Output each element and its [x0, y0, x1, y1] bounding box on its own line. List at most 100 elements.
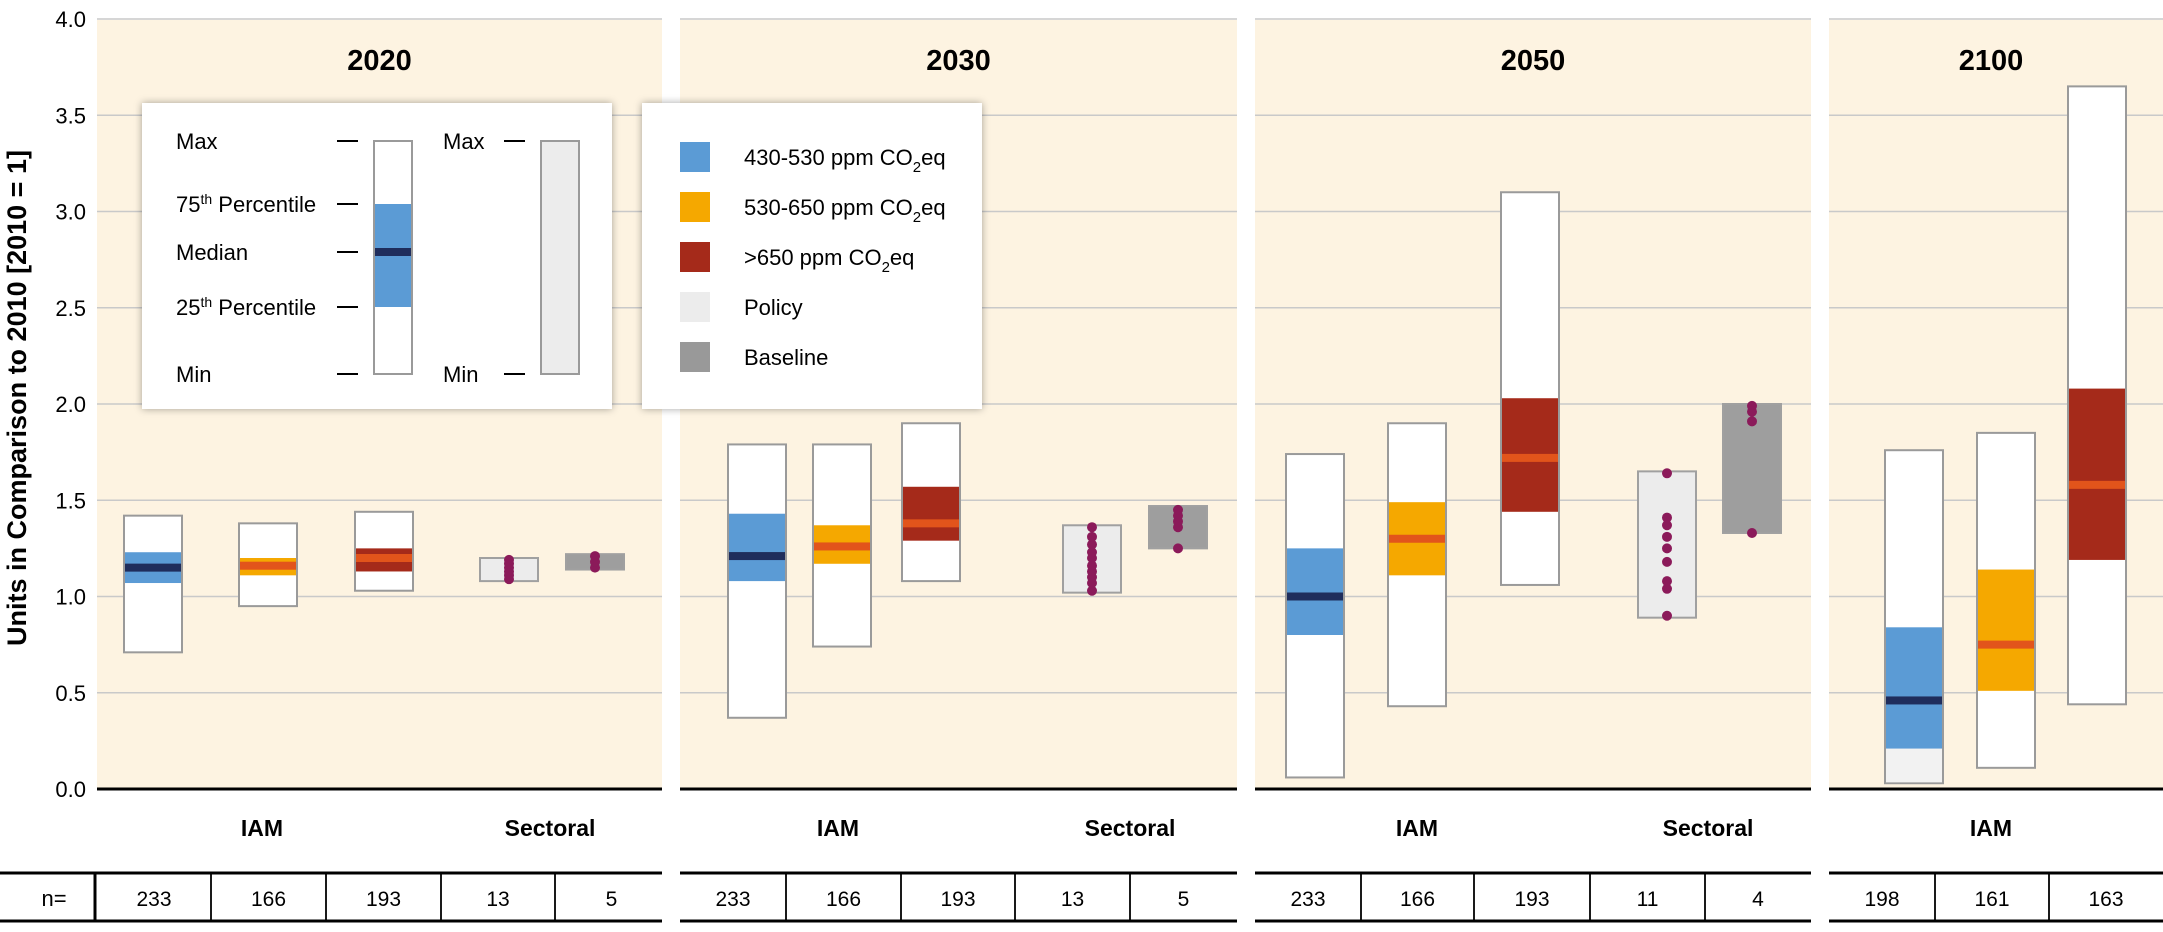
y-tick-label: 3.5: [55, 103, 86, 128]
n-count: 166: [826, 888, 861, 911]
sectoral-data-point: [1087, 585, 1097, 596]
iam-median-line: [729, 552, 785, 561]
legend-label: Policy: [744, 295, 803, 320]
iam-median-line: [356, 554, 412, 562]
iam-median-line: [2069, 480, 2125, 489]
iam-median-line: [1886, 696, 1942, 705]
n-count: 4: [1752, 888, 1764, 911]
y-tick-label: 2.5: [55, 296, 86, 321]
legend-series: 430-530 ppm CO2eq 530-650 ppm CO2eq >650 p…: [642, 103, 982, 409]
sectoral-data-point: [1662, 543, 1672, 554]
iam-median-line: [125, 563, 181, 572]
n-table: 198 161 163: [1829, 871, 2163, 923]
n-count: 161: [1974, 888, 2009, 911]
n-count: 198: [1864, 888, 1899, 911]
key-label-min: Min: [176, 362, 211, 387]
n-label: n=: [41, 886, 66, 911]
sectoral-data-point: [504, 554, 514, 565]
group-label: IAM: [1970, 815, 2012, 841]
panel-title: 2030: [926, 45, 991, 77]
iam-iqr-box: [1886, 627, 1942, 749]
sectoral-data-point: [1747, 527, 1757, 538]
iam-range-box: [123, 514, 183, 654]
iam-median-line: [1287, 592, 1343, 601]
y-tick-label: 1.5: [55, 488, 86, 513]
n-count: 13: [486, 888, 509, 911]
key-label-median: Median: [176, 240, 248, 265]
sectoral-data-point: [1662, 468, 1672, 479]
legend-swatch: [680, 192, 710, 222]
sectoral-data-point: [1747, 400, 1757, 411]
key-label-75th: 75th Percentile: [176, 191, 316, 217]
iam-iqr-box: [2069, 388, 2125, 560]
iam-iqr-box: [903, 486, 959, 541]
legend-swatch: [680, 342, 710, 372]
legend-label: Baseline: [744, 345, 828, 370]
legend-label: 430-530 ppm CO2eq: [744, 145, 946, 176]
n-count: 233: [136, 888, 171, 911]
group-label: Sectoral: [1085, 815, 1176, 841]
iam-iqr-box: [729, 513, 785, 582]
group-label: IAM: [1396, 815, 1438, 841]
sectoral-data-point: [1662, 583, 1672, 594]
sectoral-data-point: [1662, 610, 1672, 621]
key-label-min-sectoral: Min: [443, 362, 478, 387]
sectoral-data-point: [1662, 556, 1672, 567]
iam-median-line: [1389, 534, 1445, 543]
n-count: 193: [366, 888, 401, 911]
n-count: 163: [2088, 888, 2123, 911]
y-axis: 0.0 0.5 1.0 1.5 2.0 2.5 3.0 3.5 4.0: [55, 7, 86, 802]
n-table: 233 166 193 13 5: [97, 871, 662, 923]
sectoral-data-point: [1662, 531, 1672, 542]
y-tick-label: 3.0: [55, 200, 86, 225]
n-count: 166: [251, 888, 286, 911]
y-tick-label: 4.0: [55, 7, 86, 32]
legend-label: 530-650 ppm CO2eq: [744, 195, 946, 226]
panel-title: 2050: [1501, 45, 1566, 77]
legend-boxplot-key: Max 75th Percentile Median 25th Percentile M…: [142, 103, 612, 409]
n-count: 11: [1637, 888, 1659, 911]
group-label: IAM: [241, 815, 283, 841]
sectoral-data-point: [1662, 520, 1672, 531]
group-label: IAM: [817, 815, 859, 841]
legend-label: >650 ppm CO2eq: [744, 245, 914, 276]
y-tick-label: 1.0: [55, 585, 86, 610]
group-label: Sectoral: [505, 815, 596, 841]
iam-median-line: [814, 542, 870, 551]
iam-range-box: [1500, 191, 1560, 586]
sectoral-data-point: [1662, 576, 1672, 587]
group-label: Sectoral: [1663, 815, 1754, 841]
iam-median-line: [1978, 640, 2034, 649]
n-count: 13: [1061, 888, 1084, 911]
iam-iqr-box: [1978, 569, 2034, 691]
panel-2050: 2050 IAM Sectoral 233 166 193 11 4: [1255, 18, 1811, 923]
n-label-cell: [0, 871, 97, 923]
legend-swatch: [680, 292, 710, 322]
iam-lower-segment: [1886, 748, 1942, 783]
sectoral-data-point: [1173, 543, 1183, 554]
iam-median-line: [240, 561, 296, 570]
legend-swatch: [680, 142, 710, 172]
sectoral-data-point: [1662, 512, 1672, 523]
iam-median-line: [903, 519, 959, 528]
iam-iqr-box: [1287, 548, 1343, 635]
sectoral-data-point: [1173, 504, 1183, 515]
n-count: 193: [1514, 888, 1549, 911]
sectoral-data-point: [1747, 416, 1757, 427]
sectoral-data-point: [590, 551, 600, 562]
y-tick-label: 2.0: [55, 392, 86, 417]
panel-title: 2100: [1959, 45, 2024, 77]
sectoral-data-point: [1087, 522, 1097, 533]
y-tick-label: 0.0: [55, 777, 86, 802]
n-count: 233: [715, 888, 750, 911]
sectoral-data-point: [1087, 547, 1097, 558]
sectoral-data-point: [1087, 539, 1097, 550]
iam-median-line: [1502, 453, 1558, 462]
key-label-max-sectoral: Max: [443, 129, 485, 154]
n-count: 193: [940, 888, 975, 911]
panel-2100: 2100 IAM 198 161 163: [1829, 18, 2163, 923]
y-tick-label: 0.5: [55, 681, 86, 706]
key-example-median: [375, 248, 411, 256]
n-table: 233 166 193 13 5: [680, 871, 1237, 923]
